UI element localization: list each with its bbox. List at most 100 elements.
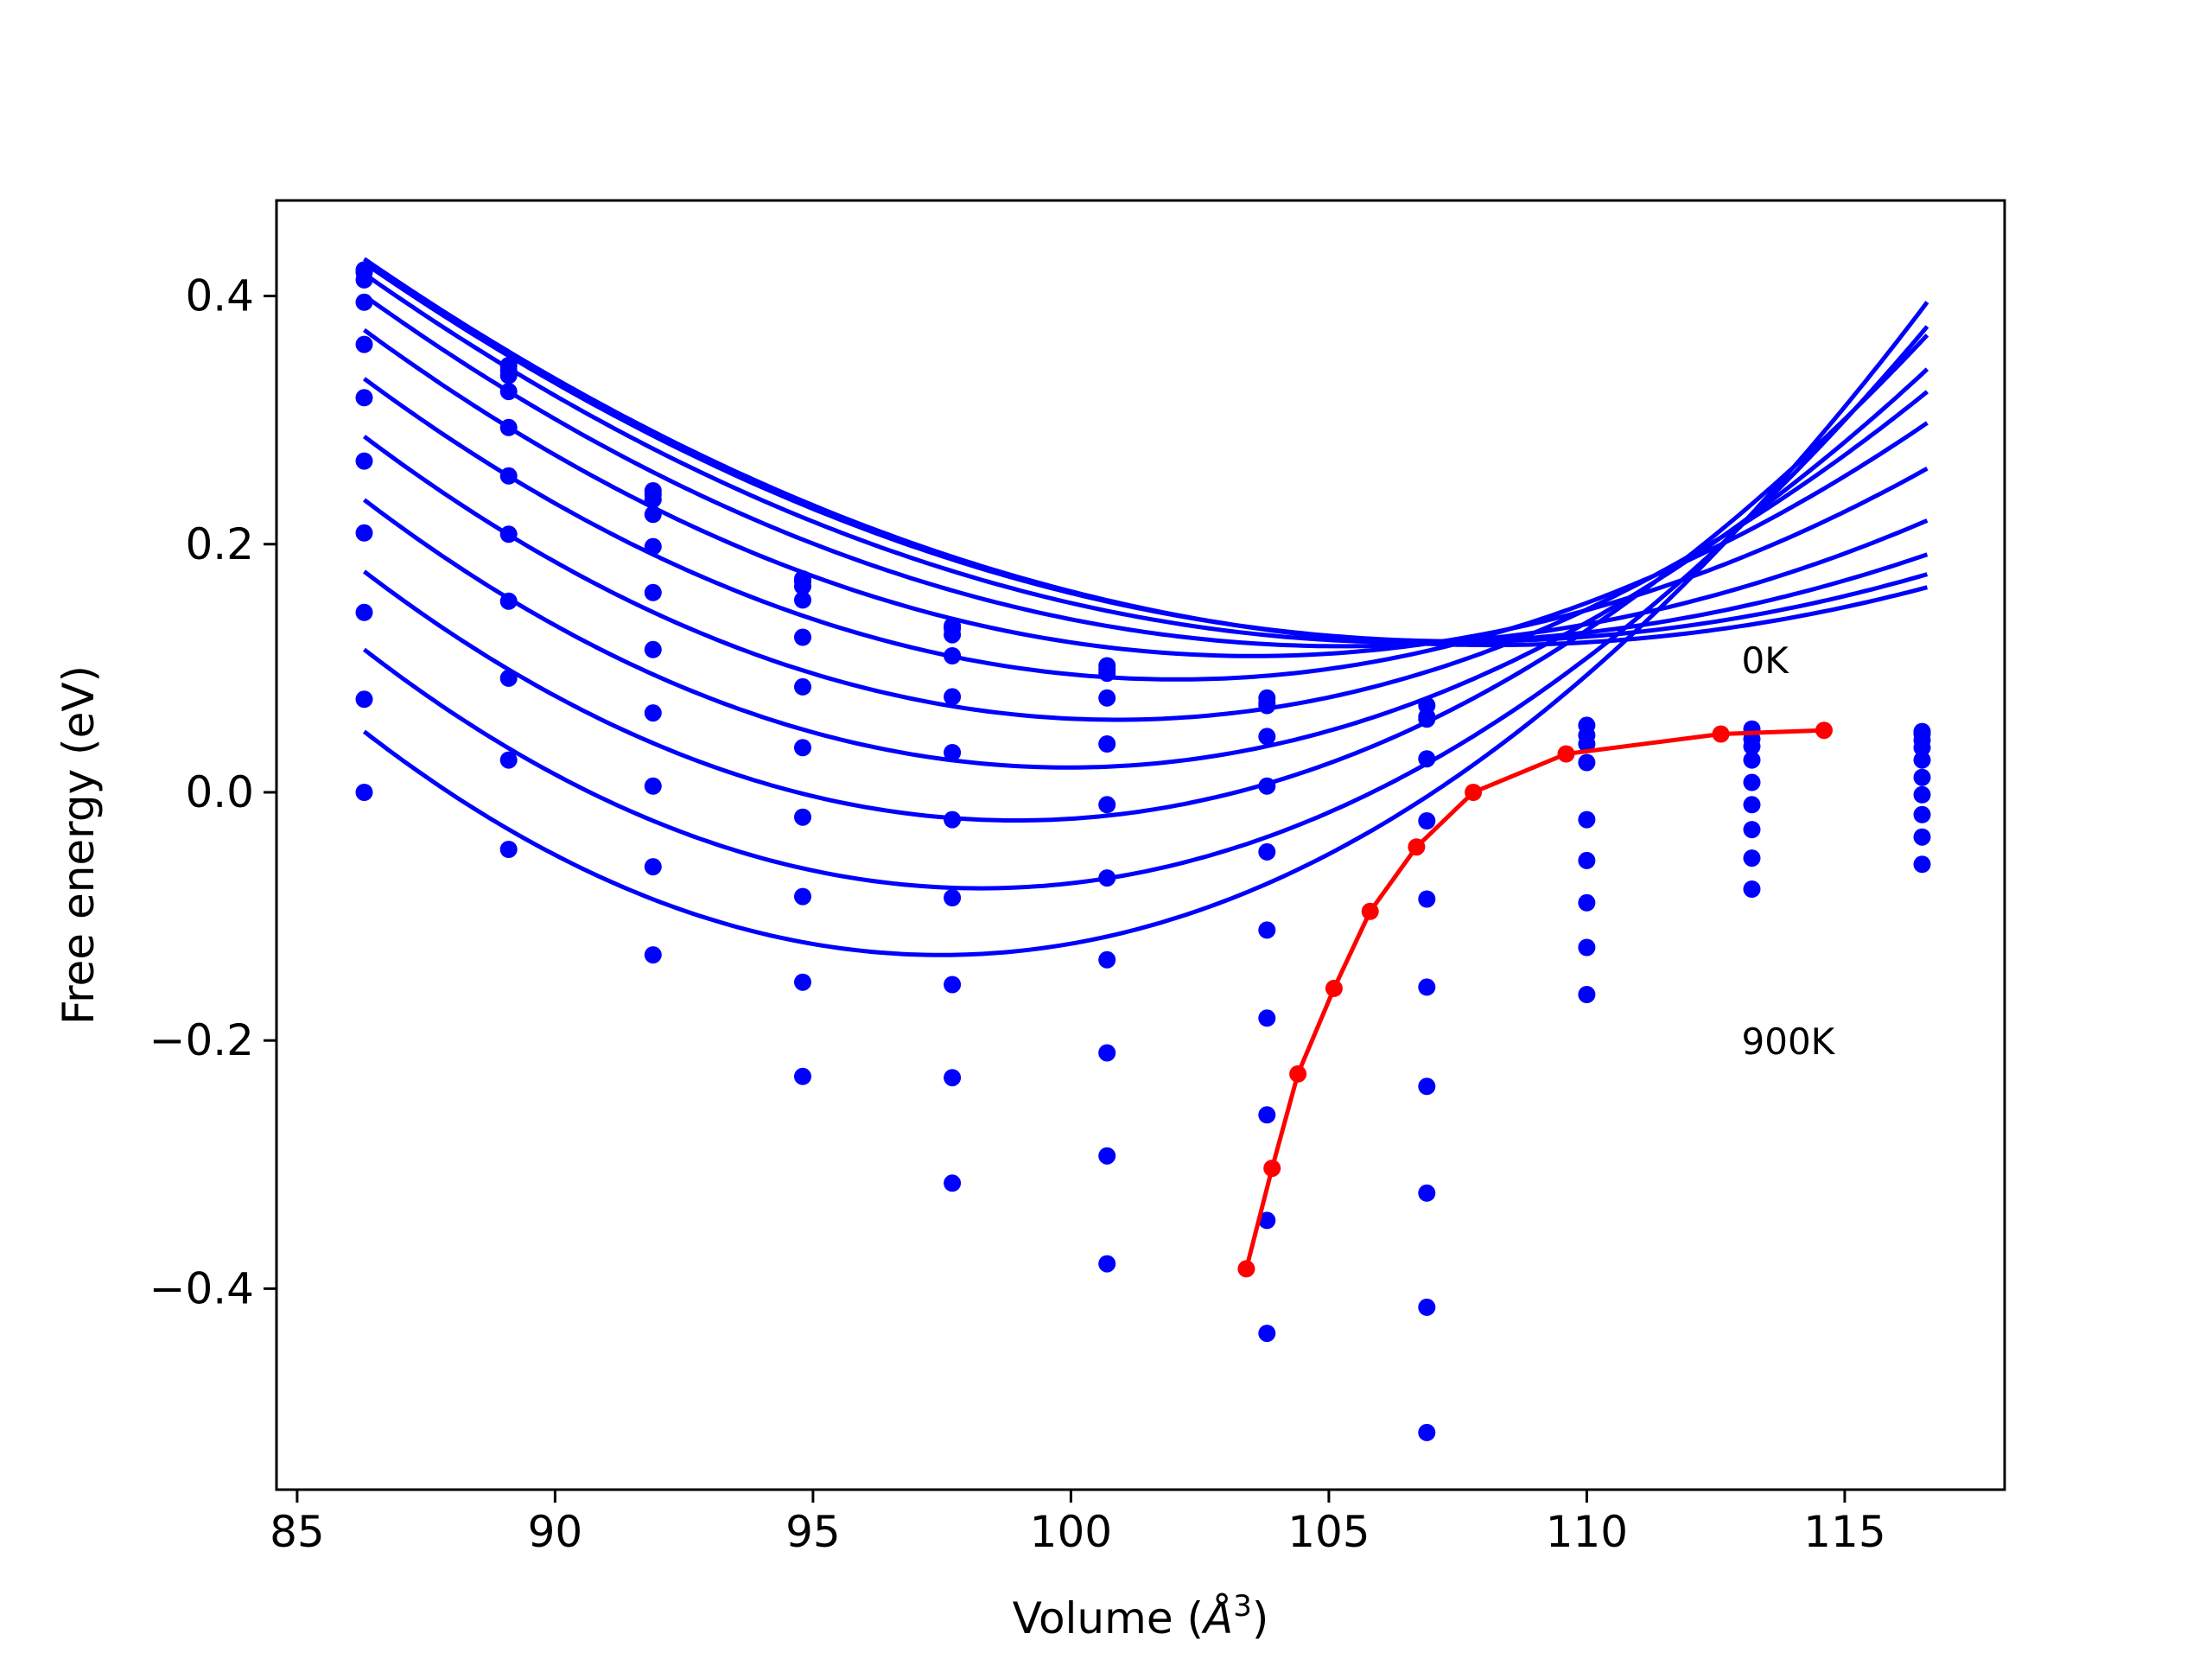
data-point-10-2 <box>644 946 662 964</box>
data-point-5-10 <box>1913 751 1931 769</box>
data-point-8-1 <box>499 669 518 687</box>
data-point-6-2 <box>644 640 662 658</box>
y-tick-label-4: 0.4 <box>185 271 254 321</box>
data-point-5-0 <box>355 389 373 407</box>
data-point-8-6 <box>1258 1106 1276 1124</box>
data-point-5-5 <box>1098 796 1116 814</box>
data-point-3-1 <box>499 383 518 401</box>
data-point-8-3 <box>794 887 811 906</box>
data-point-4-0 <box>355 335 373 353</box>
y-tick-label-1: −0.2 <box>149 1015 254 1065</box>
data-point-9-4 <box>944 1069 962 1087</box>
data-point-7-7 <box>1418 1077 1436 1096</box>
fit-curve-6 <box>362 390 1929 722</box>
x-tick-label-1: 90 <box>528 1507 583 1557</box>
minimum-path-point-7 <box>1289 1065 1307 1083</box>
data-point-6-5 <box>1098 869 1116 887</box>
data-point-7-1 <box>499 592 518 610</box>
minimum-path-point-2 <box>1557 745 1575 763</box>
data-point-4-10 <box>1913 739 1931 757</box>
fit-curve-9 <box>362 325 1929 891</box>
data-point-10-5 <box>1098 1255 1116 1273</box>
data-point-4-5 <box>1098 735 1116 753</box>
data-point-8-5 <box>1098 1044 1116 1062</box>
data-point-7-10 <box>1913 785 1931 804</box>
data-point-7-0 <box>355 524 373 542</box>
x-tick-label-0: 85 <box>270 1507 325 1557</box>
data-point-5-6 <box>1258 842 1276 861</box>
data-point-9-5 <box>1098 1147 1116 1165</box>
fit-curve-10 <box>362 301 1929 957</box>
data-point-9-6 <box>1258 1211 1276 1230</box>
data-point-8-10 <box>1913 805 1931 823</box>
fit-curve-8 <box>362 334 1929 823</box>
data-point-6-6 <box>1258 921 1276 939</box>
minimum-path-point-1 <box>1712 725 1730 743</box>
data-point-5-8 <box>1578 851 1596 869</box>
minimum-path-line <box>1243 728 1825 1270</box>
data-point-3-6 <box>1258 728 1276 746</box>
data-point-2-7 <box>1418 710 1436 728</box>
data-point-3-5 <box>1098 689 1116 707</box>
data-point-2-5 <box>1098 664 1116 683</box>
x-tick-label-2: 95 <box>785 1507 841 1557</box>
y-tick-label-2: 0.0 <box>185 767 254 817</box>
data-point-5-2 <box>644 583 662 601</box>
data-point-3-0 <box>355 293 373 311</box>
data-point-2-6 <box>1258 696 1276 715</box>
data-point-3-8 <box>1578 753 1596 772</box>
data-point-5-9 <box>1743 796 1761 814</box>
data-point-8-7 <box>1418 1184 1436 1202</box>
fit-curve-3 <box>363 293 1929 649</box>
data-point-10-3 <box>794 1067 811 1085</box>
minimum-path-point-9 <box>1237 1260 1255 1278</box>
minimum-path-point-5 <box>1361 902 1379 920</box>
minimum-path-point-6 <box>1325 979 1343 997</box>
x-tick-label-5: 110 <box>1546 1507 1628 1557</box>
plot-area: 0K 900K <box>355 257 1931 1441</box>
minimum-path-point-0 <box>1815 721 1833 740</box>
data-point-5-4 <box>944 744 962 761</box>
x-tick-label-4: 105 <box>1287 1507 1370 1557</box>
data-point-9-8 <box>1913 828 1931 846</box>
data-point-2-4 <box>944 626 962 644</box>
data-point-2-9 <box>1743 737 1761 755</box>
y-axis-label: Free energy (eV) <box>54 665 104 1025</box>
data-point-8-2 <box>644 777 662 795</box>
temperature-label-0: 0K <box>1742 639 1790 682</box>
data-point-6-4 <box>944 810 962 829</box>
data-point-8-0 <box>355 603 373 621</box>
data-point-9-3 <box>794 973 811 991</box>
plot-frame <box>275 199 2006 1491</box>
data-point-2-0 <box>355 270 373 289</box>
data-point-3-3 <box>794 591 811 609</box>
data-point-8-8 <box>1578 938 1596 957</box>
data-point-7-3 <box>794 808 811 826</box>
fit-curve-1 <box>363 261 1929 644</box>
x-tick-label-3: 100 <box>1030 1507 1112 1557</box>
data-point-10-8 <box>1913 855 1931 874</box>
data-point-5-3 <box>794 677 811 696</box>
data-point-6-8 <box>1578 893 1596 912</box>
data-point-6-1 <box>499 525 518 543</box>
y-tick-label-3: 0.2 <box>185 519 254 569</box>
data-point-9-2 <box>644 858 662 876</box>
data-point-8-9 <box>1743 880 1761 898</box>
data-point-3-9 <box>1743 751 1761 769</box>
data-point-6-9 <box>1743 821 1761 839</box>
data-point-7-2 <box>644 704 662 722</box>
x-axis-label: Volume (Å3) <box>1013 1589 1269 1643</box>
fit-curve-2 <box>363 271 1929 645</box>
minimum-path-point-8 <box>1263 1160 1281 1178</box>
y-tick-label-0: −0.4 <box>149 1263 254 1313</box>
data-point-10-0 <box>355 784 373 801</box>
data-point-7-4 <box>944 889 962 906</box>
data-point-4-4 <box>944 688 962 706</box>
data-point-6-7 <box>1418 978 1436 996</box>
data-point-9-7 <box>1418 1298 1436 1316</box>
data-point-4-7 <box>1418 812 1436 830</box>
data-point-6-3 <box>794 739 811 757</box>
minimum-path-point-3 <box>1465 784 1483 801</box>
data-point-10-6 <box>1258 1325 1276 1343</box>
